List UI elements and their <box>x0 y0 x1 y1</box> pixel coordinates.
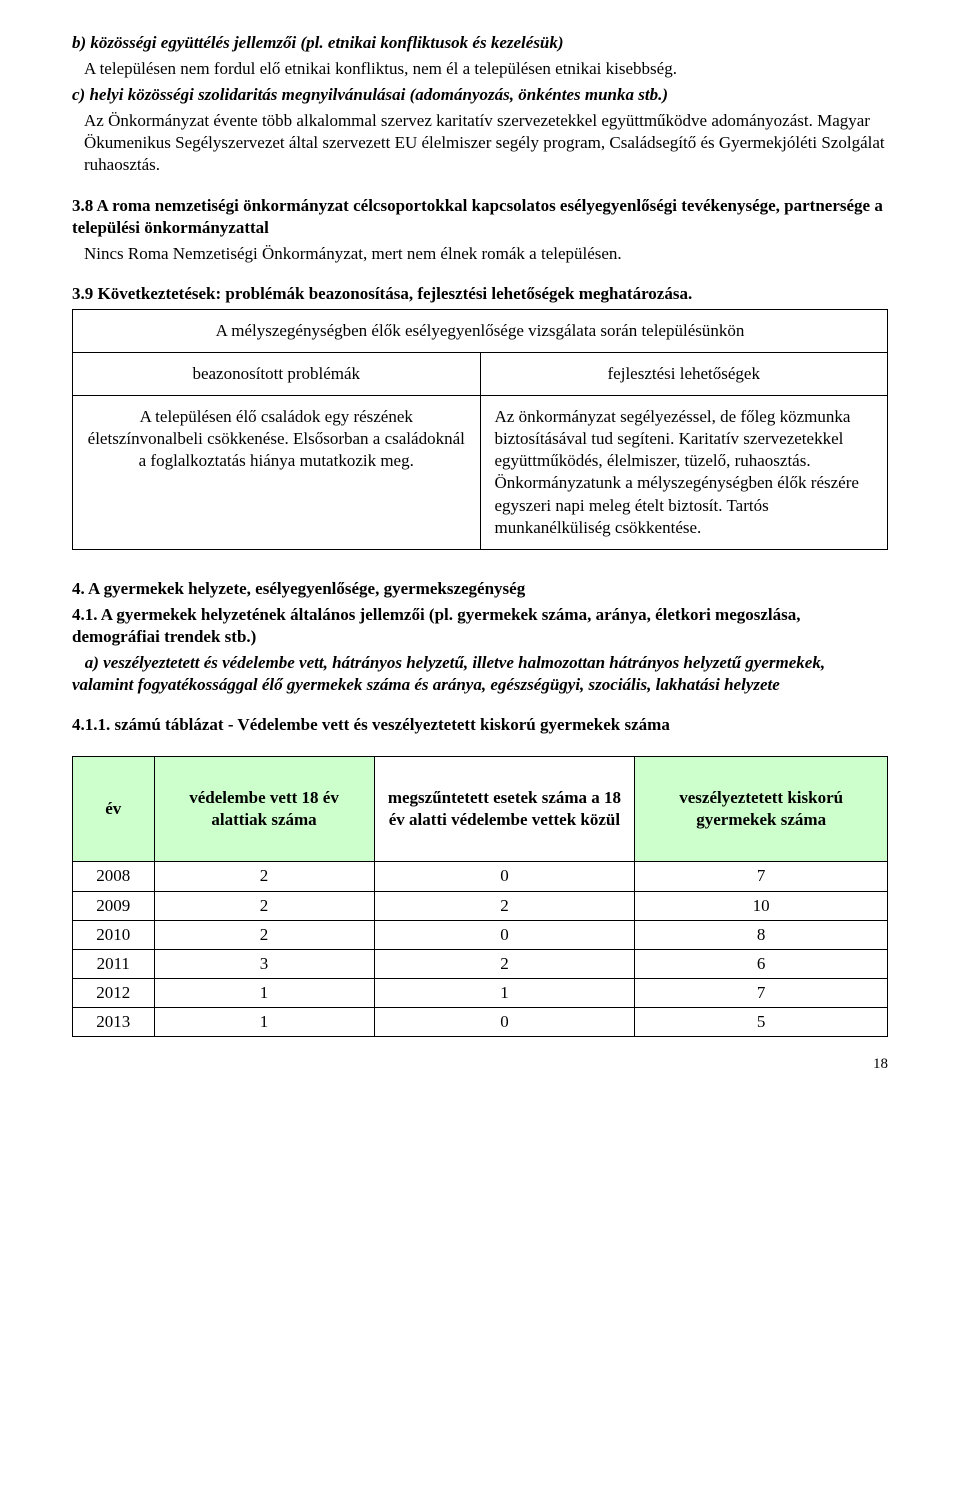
table-row: 2012117 <box>73 978 888 1007</box>
data-table-col-header: védelembe vett 18 év alattiak száma <box>154 757 374 862</box>
table-cell: 2 <box>374 891 635 920</box>
page-number: 18 <box>72 1055 888 1075</box>
data-table-col-header: év <box>73 757 155 862</box>
heading-section-b: b) közösségi együttélés jellemzői (pl. e… <box>72 32 888 54</box>
table-cell: 6 <box>635 949 888 978</box>
table-row: 20092210 <box>73 891 888 920</box>
body-section-38: Nincs Roma Nemzetiségi Önkormányzat, mer… <box>84 243 888 265</box>
table-row: 2008207 <box>73 862 888 891</box>
table-cell: 1 <box>154 1007 374 1036</box>
table-row: 2011326 <box>73 949 888 978</box>
table-cell: 2012 <box>73 978 155 1007</box>
table-cell: 0 <box>374 1007 635 1036</box>
table-cell: 2 <box>154 862 374 891</box>
table-cell: 0 <box>374 920 635 949</box>
table-cell: 0 <box>374 862 635 891</box>
table-cell: 8 <box>635 920 888 949</box>
table-cell: 5 <box>635 1007 888 1036</box>
table-cell: 2 <box>154 920 374 949</box>
problems-table: A mélyszegénységben élők esélyegyenlőség… <box>72 309 888 550</box>
table-cell: 7 <box>635 978 888 1007</box>
body-section-b: A településen nem fordul elő etnikai kon… <box>84 58 888 80</box>
table-cell: 7 <box>635 862 888 891</box>
table-411-title: 4.1.1. számú táblázat - Védelembe vett é… <box>72 714 888 736</box>
body-section-c: Az Önkormányzat évente több alkalommal s… <box>84 110 888 176</box>
table-cell: 1 <box>374 978 635 1007</box>
table-cell: 2011 <box>73 949 155 978</box>
problems-title-cell: A mélyszegénységben élők esélyegyenlőség… <box>73 309 888 352</box>
table-cell: 2009 <box>73 891 155 920</box>
table-row: 2010208 <box>73 920 888 949</box>
data-table-col-header: megszűntetett esetek száma a 18 év alatt… <box>374 757 635 862</box>
table-cell: 2013 <box>73 1007 155 1036</box>
table-cell: 2010 <box>73 920 155 949</box>
table-cell: 10 <box>635 891 888 920</box>
table-cell: 2 <box>374 949 635 978</box>
table-row: 2013105 <box>73 1007 888 1036</box>
problems-col2-header: fejlesztési lehetőségek <box>480 353 888 396</box>
heading-section-c: c) helyi közösségi szolidaritás megnyilv… <box>72 84 888 106</box>
heading-section-38: 3.8 A roma nemzetiségi önkormányzat célc… <box>72 195 888 239</box>
table-cell: 2 <box>154 891 374 920</box>
problems-col1-body: A településen élő családok egy részének … <box>73 396 481 550</box>
data-table-411: évvédelembe vett 18 év alattiak számameg… <box>72 756 888 1037</box>
heading-section-4: 4. A gyermekek helyzete, esélyegyenlőség… <box>72 578 888 600</box>
problems-col2-body: Az önkormányzat segélyezéssel, de főleg … <box>480 396 888 550</box>
table-cell: 1 <box>154 978 374 1007</box>
data-table-col-header: veszélyeztetett kiskorú gyermekek száma <box>635 757 888 862</box>
table-cell: 3 <box>154 949 374 978</box>
heading-section-4a: a) veszélyeztetett és védelembe vett, há… <box>72 652 888 696</box>
heading-section-39: 3.9 Következtetések: problémák beazonosí… <box>72 283 888 305</box>
heading-section-41: 4.1. A gyermekek helyzetének általános j… <box>72 604 888 648</box>
problems-col1-header: beazonosított problémák <box>73 353 481 396</box>
table-cell: 2008 <box>73 862 155 891</box>
